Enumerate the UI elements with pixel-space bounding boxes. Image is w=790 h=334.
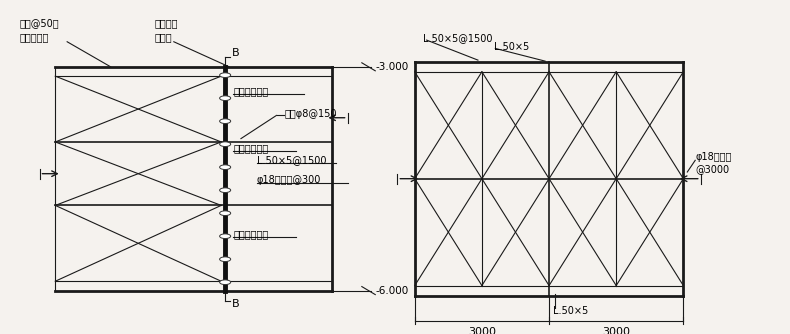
Text: 双向φ8@150: 双向φ8@150 bbox=[284, 110, 337, 119]
Circle shape bbox=[220, 96, 231, 101]
Circle shape bbox=[220, 73, 231, 77]
Text: φ18剪刀撑@300: φ18剪刀撑@300 bbox=[257, 175, 321, 185]
Text: 3000: 3000 bbox=[468, 327, 496, 334]
Text: B: B bbox=[231, 48, 239, 58]
Circle shape bbox=[220, 257, 231, 262]
Text: 双层密目: 双层密目 bbox=[154, 18, 178, 28]
Text: B: B bbox=[231, 299, 239, 309]
Text: L.50×5: L.50×5 bbox=[494, 42, 529, 52]
Text: -3.000: -3.000 bbox=[375, 62, 408, 72]
Circle shape bbox=[220, 211, 231, 215]
Text: L.50×5@1500: L.50×5@1500 bbox=[257, 155, 326, 165]
Text: 双向@50冷: 双向@50冷 bbox=[20, 18, 59, 28]
Text: 3000: 3000 bbox=[602, 327, 630, 334]
Circle shape bbox=[220, 234, 231, 238]
Text: 钉丝网: 钉丝网 bbox=[154, 32, 171, 42]
Circle shape bbox=[220, 188, 231, 192]
Text: 拔钉筋网片: 拔钉筋网片 bbox=[20, 32, 49, 42]
Text: 基础中层钔筋: 基础中层钔筋 bbox=[233, 144, 269, 154]
Text: 基础底层钔筋: 基础底层钔筋 bbox=[233, 230, 269, 239]
Circle shape bbox=[220, 280, 231, 285]
Text: L.50×5: L.50×5 bbox=[553, 306, 589, 316]
Text: L.50×5@1500: L.50×5@1500 bbox=[423, 33, 492, 43]
Circle shape bbox=[220, 165, 231, 170]
Text: φ18剪刀撑: φ18剪刀撑 bbox=[695, 152, 732, 162]
Text: -6.000: -6.000 bbox=[375, 286, 408, 296]
Text: 基础上层钔筋: 基础上层钔筋 bbox=[233, 86, 269, 96]
Circle shape bbox=[220, 142, 231, 147]
Text: @3000: @3000 bbox=[695, 164, 729, 174]
Circle shape bbox=[220, 119, 231, 124]
